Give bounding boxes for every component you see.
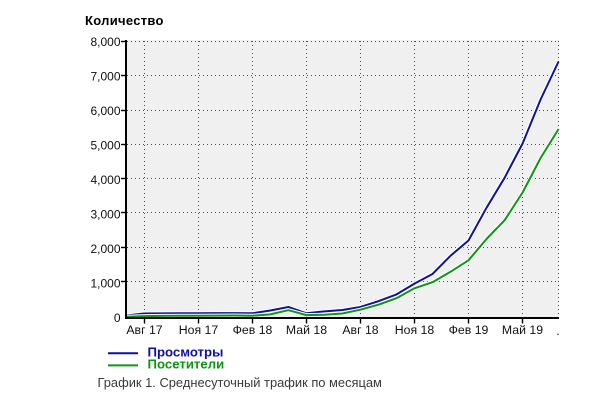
svg-text:0: 0 [114, 311, 121, 325]
svg-text:Фев 19: Фев 19 [449, 323, 489, 337]
svg-text:2,000: 2,000 [90, 242, 120, 256]
svg-text:Количество: Количество [85, 13, 164, 28]
svg-text:8,000: 8,000 [90, 35, 120, 49]
svg-text:Авг 17: Авг 17 [126, 323, 162, 337]
svg-text:Ноя 18: Ноя 18 [395, 323, 435, 337]
svg-text:6,000: 6,000 [90, 104, 120, 118]
svg-text:Авг 18: Авг 18 [342, 323, 378, 337]
svg-text:.: . [556, 324, 559, 338]
svg-text:Просмотры: Просмотры [148, 345, 224, 360]
svg-text:Май 19: Май 19 [502, 323, 543, 337]
svg-text:4,000: 4,000 [90, 173, 120, 187]
svg-text:7,000: 7,000 [90, 69, 120, 83]
svg-text:Фев 18: Фев 18 [233, 323, 273, 337]
svg-text:Ноя 17: Ноя 17 [179, 323, 219, 337]
svg-text:Посетители: Посетители [148, 357, 225, 372]
svg-text:5,000: 5,000 [90, 138, 120, 152]
svg-text:Май 18: Май 18 [286, 323, 327, 337]
svg-text:1,000: 1,000 [90, 276, 120, 290]
svg-text:График 1. Среднесуточный трафи: График 1. Среднесуточный трафик по месяц… [98, 375, 382, 390]
svg-text:3,000: 3,000 [90, 207, 120, 221]
